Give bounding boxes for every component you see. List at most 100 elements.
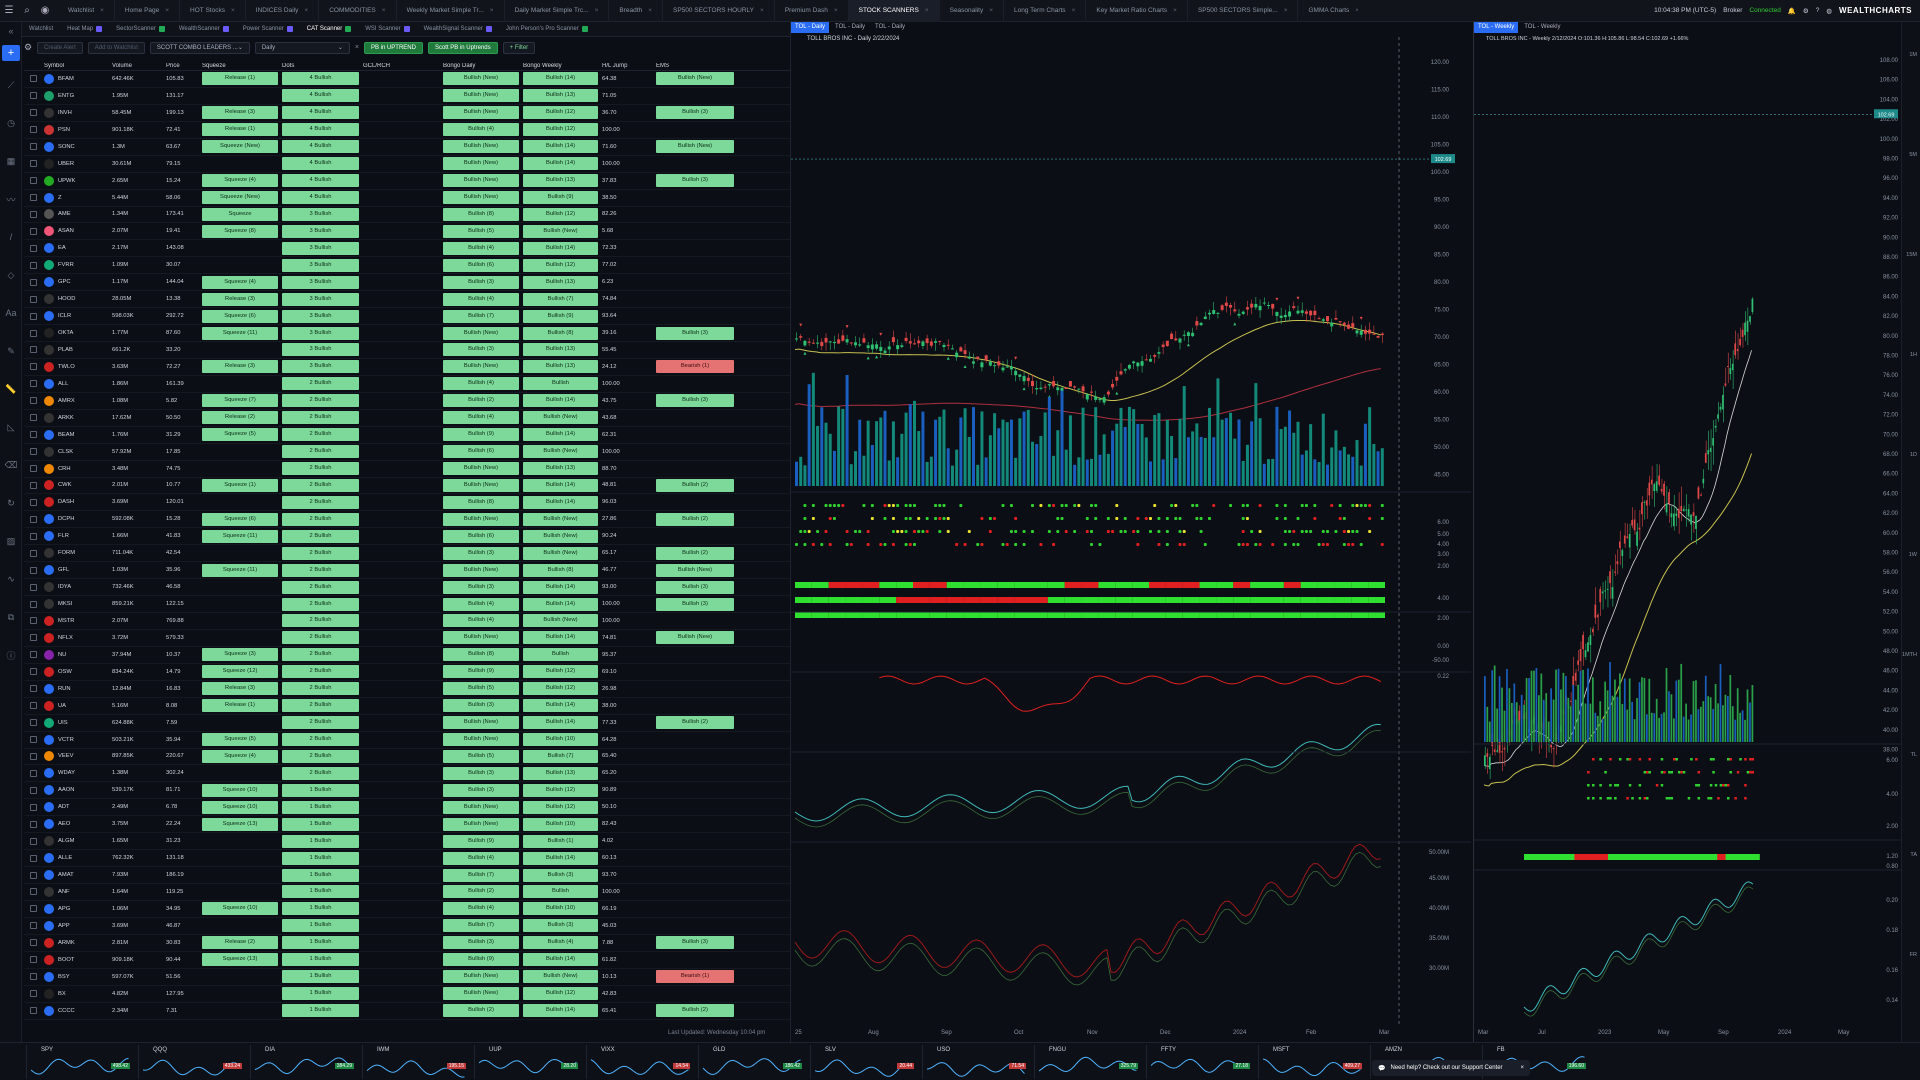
row-checkbox[interactable] (29, 143, 37, 151)
symbol-cell[interactable]: UIS (58, 719, 68, 726)
table-row[interactable]: FLR 1.66M 41.83 Squeeze (11) 2 Bullish Bullis… (24, 528, 790, 546)
col-bongo-daily[interactable]: Bongo Daily (443, 62, 476, 69)
rail-label-2[interactable]: 15M (1906, 252, 1917, 258)
filter-pb-uptrend[interactable]: PB in UPTREND (363, 41, 423, 54)
symbol-cell[interactable]: INVH (58, 109, 72, 116)
table-row[interactable]: ALL 1.86M 161.39 2 Bullish Bullish (4) Bullis… (24, 376, 790, 393)
rail-label-8[interactable]: TA (1910, 852, 1917, 858)
rail-label-4[interactable]: 1D (1909, 452, 1917, 458)
row-checkbox[interactable] (29, 1007, 37, 1015)
symbol-cell[interactable]: VCTR (58, 736, 74, 743)
symbol-cell[interactable]: AMRX (58, 397, 75, 404)
symbol-cell[interactable]: FVRR (58, 262, 74, 269)
table-row[interactable]: IDYA 732.46K 46.58 2 Bullish Bullish (3) Bull… (24, 579, 790, 597)
scanner-tab-4[interactable]: CAT Scanner (300, 22, 358, 37)
symbol-cell[interactable]: AEO (58, 821, 71, 828)
row-checkbox[interactable] (29, 414, 37, 422)
close-icon[interactable]: × (924, 7, 929, 14)
symbol-cell[interactable]: EA (58, 245, 66, 252)
tab-2[interactable]: HOT Stocks × (180, 0, 246, 22)
table-row[interactable]: DCPH 592.08K 15.28 Squeeze (6) 2 Bullish Bull… (24, 511, 790, 529)
close-icon[interactable]: × (165, 7, 170, 14)
symbol-cell[interactable]: APP (58, 922, 70, 929)
symbol-cell[interactable]: IDYA (58, 584, 72, 591)
symbol-cell[interactable]: UBER (58, 160, 75, 167)
mini-chart-gld[interactable]: GLD 186.42 (698, 1045, 806, 1079)
symbol-cell[interactable]: BEAM (58, 431, 75, 438)
table-row[interactable]: AMAT 7.93M 186.19 1 Bullish Bullish (7) Bulli… (24, 867, 790, 884)
table-row[interactable]: PSN 901.18K 72.41 Release (1) 4 Bullish Bulli… (24, 122, 790, 139)
table-row[interactable]: EA 2.17M 143.08 3 Bullish Bullish (4) Bullish… (24, 240, 790, 258)
mini-chart-qqq[interactable]: QQQ 433.24 (138, 1045, 246, 1079)
row-checkbox[interactable] (29, 448, 37, 456)
tab-14[interactable]: SP500 SECTORS Simple... × (1188, 0, 1299, 22)
row-checkbox[interactable] (29, 160, 37, 168)
bell-icon[interactable]: 🔔 (1787, 7, 1796, 15)
table-row[interactable]: HOOD 28.05M 13.38 Release (3) 3 Bullish Bulli… (24, 291, 790, 309)
symbol-cell[interactable]: APG (58, 905, 71, 912)
info-icon[interactable]: ⓘ (6, 650, 16, 661)
col-bongo-weekly[interactable]: Bongo Weekly (523, 62, 562, 69)
row-checkbox[interactable] (29, 566, 37, 574)
symbol-cell[interactable]: AAON (58, 787, 75, 794)
row-checkbox[interactable] (29, 481, 37, 489)
row-checkbox[interactable] (29, 549, 37, 557)
row-checkbox[interactable] (29, 227, 37, 235)
eraser-icon[interactable]: ⌫ (4, 459, 18, 470)
row-checkbox[interactable] (29, 515, 37, 523)
table-row[interactable]: APG 1.06M 34.95 Squeeze (10) 1 Bullish Bullis… (24, 901, 790, 918)
stats-icon[interactable]: ▨ (6, 535, 16, 546)
symbol-cell[interactable]: BFAM (58, 75, 74, 82)
row-checkbox[interactable] (29, 922, 37, 930)
symbol-cell[interactable]: GPC (58, 279, 71, 286)
shapes-icon[interactable]: ◇ (7, 269, 15, 280)
row-checkbox[interactable] (29, 465, 37, 473)
row-checkbox[interactable] (29, 769, 37, 777)
add-filter-button[interactable]: + Filter (502, 41, 536, 54)
account-icon[interactable]: ◉ (40, 5, 50, 16)
symbol-cell[interactable]: PLAB (58, 346, 73, 353)
scanner-tab-1[interactable]: SectorScanner (109, 22, 172, 37)
symbol-cell[interactable]: UPWK (58, 177, 76, 184)
rail-label-1[interactable]: 5M (1909, 152, 1917, 158)
tab-12[interactable]: Long Term Charts × (1004, 0, 1087, 22)
row-checkbox[interactable] (29, 194, 37, 202)
mini-chart-msft[interactable]: MSFT 409.27 (1258, 1045, 1366, 1079)
table-row[interactable]: OSW 834.24K 14.79 Squeeze (12) 2 Bullish Bull… (24, 664, 790, 681)
chart-tab-0[interactable]: TOL - Weekly (1474, 22, 1519, 33)
symbol-cell[interactable]: ALGM (58, 838, 75, 845)
create-alert-button[interactable]: Create Alert (37, 41, 83, 54)
row-checkbox[interactable] (29, 532, 37, 540)
row-checkbox[interactable] (29, 397, 37, 405)
symbol-cell[interactable]: BX (58, 990, 66, 997)
col-volume[interactable]: Volume (112, 62, 133, 69)
mini-chart-iwm[interactable]: IWM 195.15 (362, 1045, 470, 1079)
table-row[interactable]: BOOT 909.18K 90.44 Squeeze (13) 1 Bullish Bul… (24, 952, 790, 969)
row-checkbox[interactable] (29, 126, 37, 134)
row-checkbox[interactable] (29, 854, 37, 862)
rail-label-5[interactable]: 1W (1908, 552, 1917, 558)
table-row[interactable]: MSTR 2.07M 769.88 2 Bullish Bullish (4) Bulli… (24, 613, 790, 630)
preset-dropdown[interactable]: SCOTT COMBO LEADERS ... ⌄ (149, 41, 250, 54)
row-checkbox[interactable] (29, 634, 37, 642)
col-hl-jump[interactable]: H/L Jump (602, 62, 628, 69)
table-row[interactable]: TWLO 3.63M 72.27 Release (3) 3 Bullish Bullis… (24, 359, 790, 376)
search-icon[interactable]: ⌕ (24, 5, 30, 16)
table-row[interactable]: VEEV 897.85K 220.67 Squeeze (4) 2 Bullish Bul… (24, 749, 790, 766)
table-row[interactable]: CRH 3.48M 74.75 2 Bullish Bullish (New) Bulli… (24, 461, 790, 478)
tab-15[interactable]: GMMA Charts × (1298, 0, 1358, 22)
close-icon[interactable]: × (1283, 7, 1288, 14)
symbol-cell[interactable]: VEEV (58, 753, 74, 760)
symbol-cell[interactable]: AME (58, 211, 71, 218)
table-row[interactable]: FORM 711.04K 42.54 2 Bullish Bullish (3) Bull… (24, 545, 790, 563)
broker-label[interactable]: Broker (1723, 7, 1743, 14)
close-icon[interactable]: × (594, 7, 599, 14)
tab-10[interactable]: STOCK SCANNERS × (848, 0, 940, 22)
row-checkbox[interactable] (29, 177, 37, 185)
row-checkbox[interactable] (29, 92, 37, 100)
row-checkbox[interactable] (29, 346, 37, 354)
symbol-cell[interactable]: RUN (58, 685, 71, 692)
table-row[interactable]: DASH 3.69M 120.01 2 Bullish Bullish (8) Bulli… (24, 494, 790, 512)
table-row[interactable]: VCTR 503.21K 35.94 Squeeze (5) 2 Bullish Bull… (24, 732, 790, 749)
row-checkbox[interactable] (29, 973, 37, 981)
